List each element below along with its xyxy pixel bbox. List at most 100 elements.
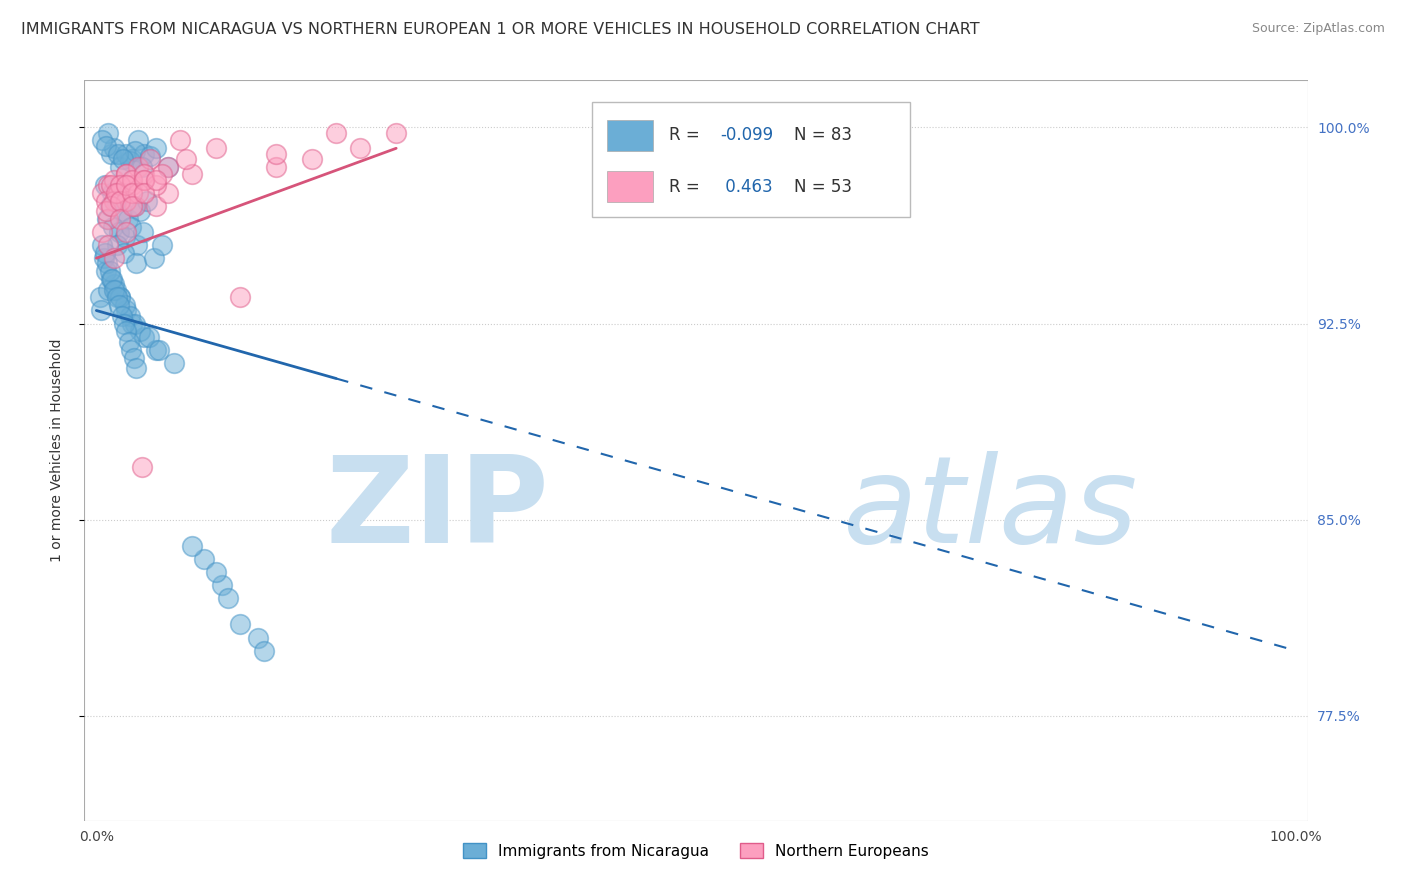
Point <box>135 194 157 208</box>
Text: atlas: atlas <box>842 451 1137 568</box>
Point <box>127 133 149 147</box>
Point <box>134 172 156 186</box>
Point <box>110 204 132 219</box>
Point <box>124 199 146 213</box>
Point <box>181 168 204 182</box>
Text: ZIP: ZIP <box>325 451 550 568</box>
Point <box>150 238 173 252</box>
Point <box>97 126 120 140</box>
Point <box>115 168 138 182</box>
Text: N = 83: N = 83 <box>794 126 852 145</box>
Point <box>121 317 143 331</box>
Point <box>96 211 118 226</box>
Point <box>110 309 132 323</box>
Point <box>97 283 120 297</box>
Point <box>96 256 118 270</box>
Point <box>112 317 135 331</box>
Point <box>121 199 143 213</box>
Point <box>101 186 124 200</box>
Point <box>93 251 115 265</box>
Point <box>150 168 173 182</box>
Point <box>128 204 150 219</box>
Point <box>110 290 132 304</box>
Point <box>229 617 252 632</box>
Point <box>104 186 127 200</box>
Point <box>104 194 127 208</box>
Point <box>125 256 148 270</box>
Point <box>148 343 170 357</box>
Point <box>122 199 145 213</box>
Point <box>157 160 180 174</box>
Point <box>91 186 114 200</box>
Point <box>94 138 117 153</box>
Point <box>110 160 132 174</box>
Point <box>110 194 132 208</box>
Point <box>264 146 287 161</box>
Point <box>111 152 134 166</box>
Point <box>139 149 162 163</box>
Point <box>115 225 138 239</box>
Point <box>98 199 121 213</box>
Point <box>118 154 141 169</box>
Point <box>127 160 149 174</box>
Point <box>118 334 141 349</box>
Point <box>118 309 141 323</box>
Text: 0.463: 0.463 <box>720 178 773 196</box>
Point <box>301 152 323 166</box>
Point <box>132 225 155 239</box>
Point <box>105 238 128 252</box>
Point <box>145 172 167 186</box>
Point <box>145 178 167 192</box>
Point <box>94 204 117 219</box>
Point <box>127 186 149 200</box>
Point <box>97 178 120 192</box>
FancyBboxPatch shape <box>606 171 654 202</box>
Point <box>121 178 143 192</box>
Point <box>108 298 131 312</box>
Point <box>107 186 129 200</box>
Point <box>91 238 114 252</box>
Point <box>115 178 138 192</box>
Point <box>134 168 156 182</box>
Point <box>103 172 125 186</box>
Point <box>103 141 125 155</box>
Point <box>89 290 111 304</box>
Point <box>94 194 117 208</box>
FancyBboxPatch shape <box>592 103 910 218</box>
Point <box>145 141 167 155</box>
Point <box>125 361 148 376</box>
Point <box>108 225 131 239</box>
Point <box>205 565 228 579</box>
Point <box>101 219 124 234</box>
Point <box>110 290 132 304</box>
Point <box>264 160 287 174</box>
Point <box>134 146 156 161</box>
Point <box>100 199 122 213</box>
Point <box>100 272 122 286</box>
Point <box>181 539 204 553</box>
Point <box>101 272 124 286</box>
Point <box>110 186 132 200</box>
Point <box>163 356 186 370</box>
Point <box>385 126 408 140</box>
Point <box>115 194 138 208</box>
Point <box>128 325 150 339</box>
Point <box>134 329 156 343</box>
Point <box>90 303 112 318</box>
Text: R =: R = <box>669 126 704 145</box>
Point <box>115 146 138 161</box>
Point <box>145 343 167 357</box>
Y-axis label: 1 or more Vehicles in Household: 1 or more Vehicles in Household <box>49 339 63 562</box>
Point <box>103 251 125 265</box>
Point <box>124 144 146 158</box>
Point <box>115 325 138 339</box>
Point <box>138 329 160 343</box>
Point <box>253 643 276 657</box>
Point <box>121 152 143 166</box>
Point <box>121 172 143 186</box>
Point <box>114 298 136 312</box>
Point <box>217 591 239 606</box>
Point <box>121 186 143 200</box>
Point <box>105 290 128 304</box>
Point <box>100 178 122 192</box>
